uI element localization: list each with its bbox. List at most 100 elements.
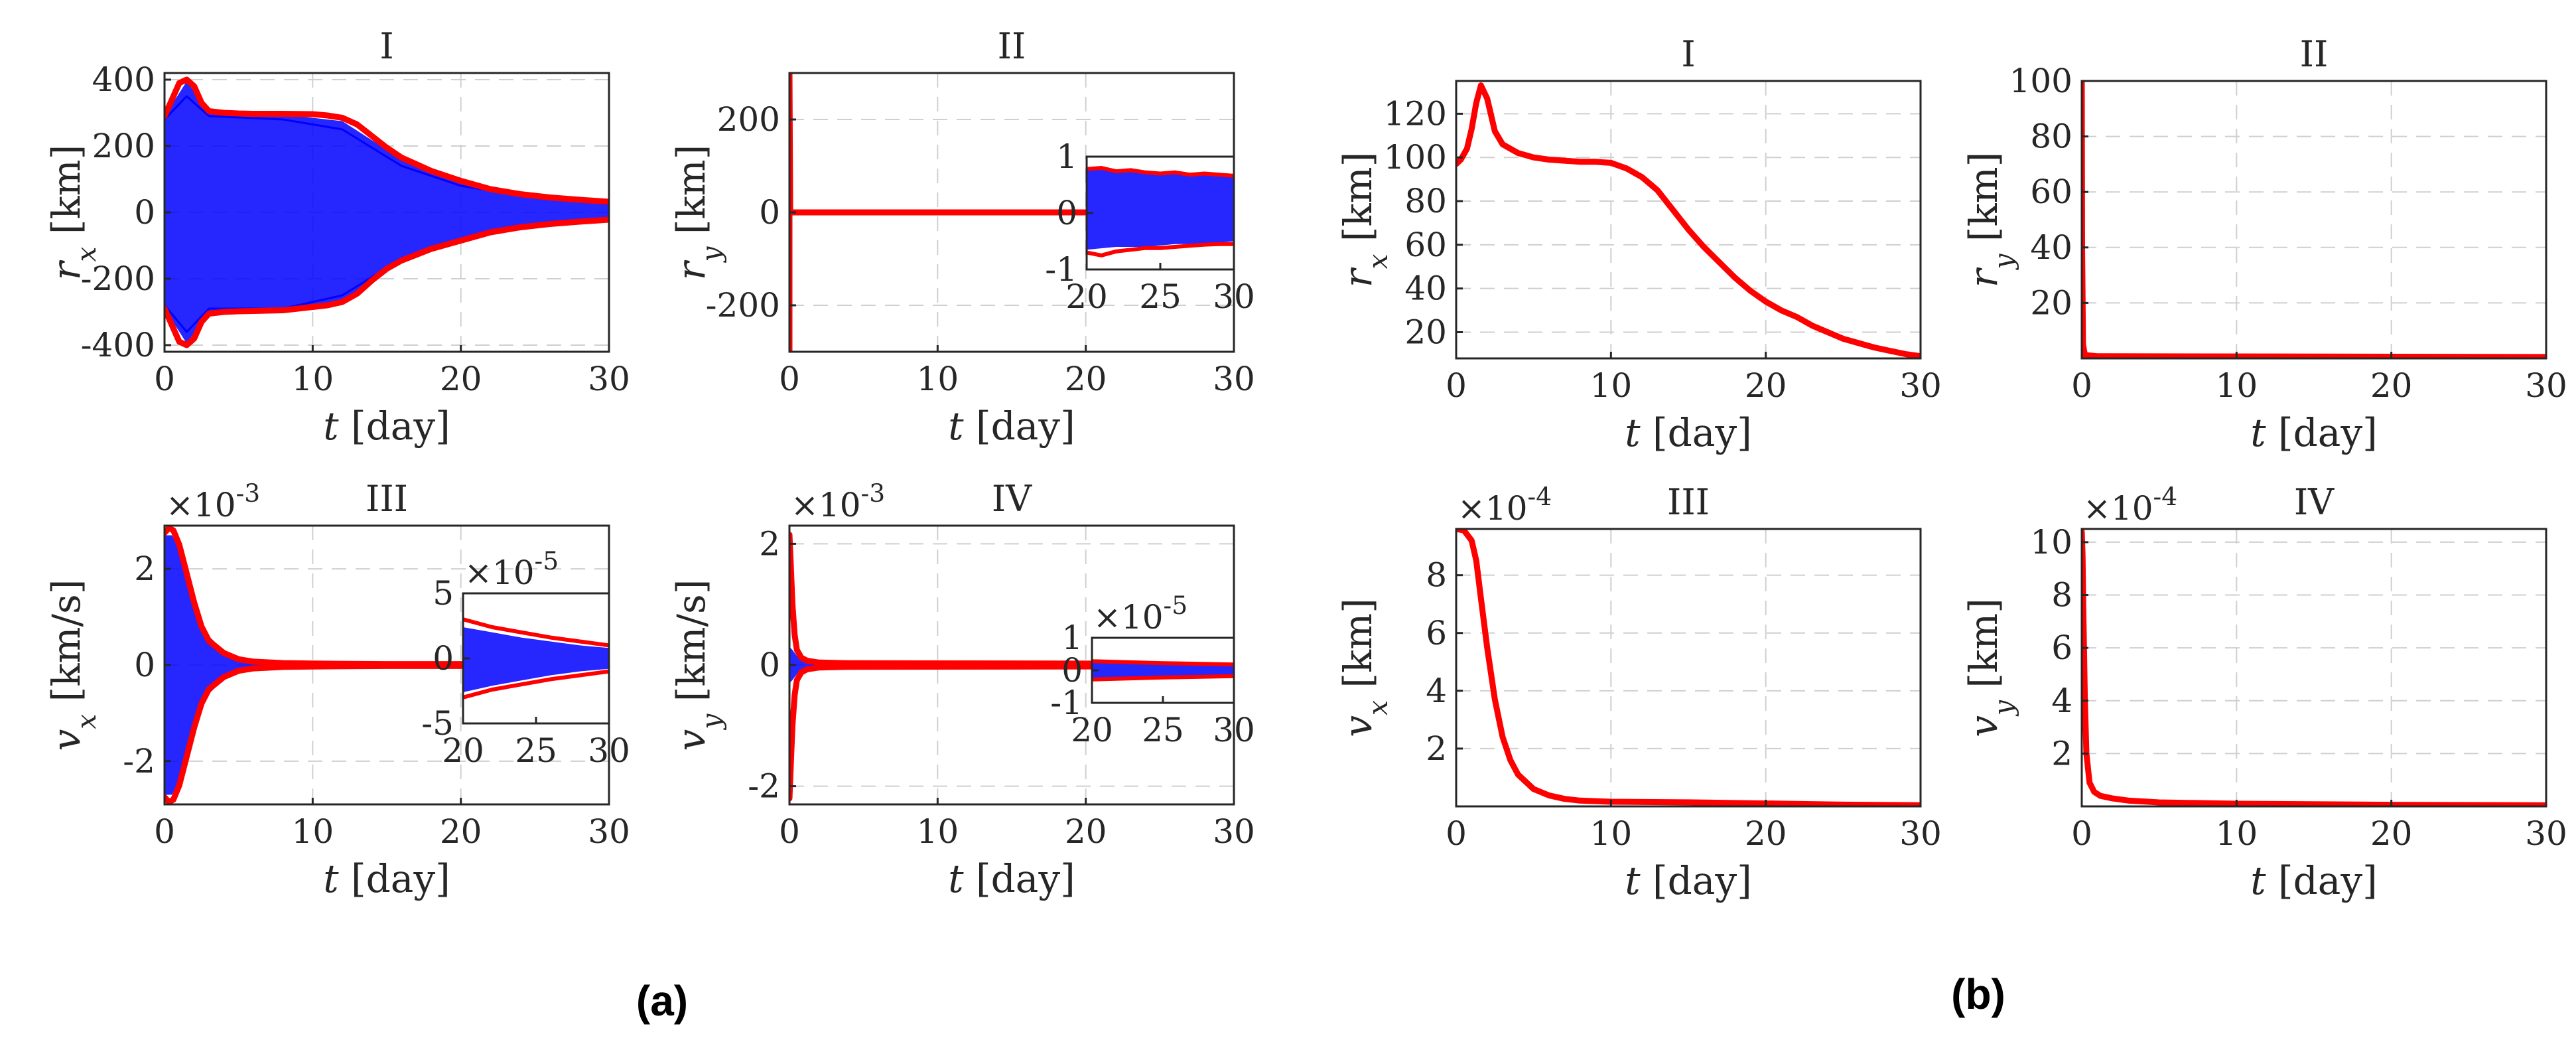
- chart-a-III: 0 10 20 30 -2 0 2 ×10-3 III t [day] vx [km/s] 20 25 3…: [44, 478, 630, 901]
- inset-y-tick-label: 0: [1061, 651, 1083, 690]
- y-tick-label: 2: [2051, 734, 2072, 773]
- chart-title: IV: [2294, 481, 2335, 523]
- y-tick-label: -200: [706, 286, 780, 325]
- inset-data-layer: [1092, 659, 1234, 682]
- y-tick-label: 40: [2030, 228, 2072, 267]
- chart-title: III: [366, 478, 408, 520]
- x-axis-label: t [day]: [948, 404, 1075, 449]
- y-tick-label: 100: [1384, 138, 1447, 177]
- y-tick-label: 0: [134, 646, 155, 684]
- inset-bound-line: [463, 669, 609, 700]
- x-tick-label: 20: [2370, 814, 2413, 853]
- x-axis-label: t [day]: [1625, 858, 1751, 903]
- data-layer: [789, 532, 1234, 802]
- x-tick-label: 0: [2071, 814, 2092, 853]
- x-tick-label: 30: [1213, 812, 1255, 851]
- y-tick-label: 200: [92, 127, 155, 165]
- x-tick-label: 30: [588, 360, 630, 398]
- chart-a-II: 0 10 20 30 -200 0 200 II t [day] ry [km] 20 25 30 -1 0…: [669, 25, 1255, 449]
- x-tick-label: 10: [292, 360, 334, 398]
- y-multiplier: ×10-4: [1457, 482, 1552, 528]
- chart-a-IV: 0 10 20 30-202×10-3 IVt [day]vy [km/s]20 25 30…: [669, 478, 1255, 901]
- inset-y-tick-label: 1: [1061, 619, 1083, 657]
- x-tick-label: 0: [779, 812, 800, 851]
- axes-frame: [2080, 528, 2547, 808]
- x-axis-label: t [day]: [323, 856, 450, 901]
- y-multiplier: ×10-3: [166, 479, 260, 524]
- x-tick-label: 10: [292, 812, 334, 851]
- y-tick-label: 10: [2030, 523, 2072, 561]
- plot-area: [2082, 529, 2546, 806]
- panel-label-a: (a): [636, 977, 688, 1025]
- bound-line: [789, 532, 1234, 667]
- y-tick-label: 100: [2009, 62, 2072, 100]
- inset-trajectory-band: [1092, 662, 1234, 679]
- plot-area: [1456, 81, 1921, 358]
- x-tick-label: 10: [917, 360, 959, 398]
- inset-trajectory-band: [1087, 168, 1234, 250]
- x-tick-label: 20: [1065, 360, 1107, 398]
- inset-y-tick-label: 0: [1056, 194, 1077, 232]
- y-axis-label: rx [km]: [44, 145, 102, 280]
- inset-trajectory-band: [463, 627, 609, 692]
- y-axis-label: vy [km/s]: [669, 579, 727, 751]
- inset-bound-line: [463, 617, 609, 648]
- x-tick-label: 30: [588, 812, 630, 851]
- y-tick-label: 60: [1404, 226, 1447, 264]
- bound-line: [1456, 529, 1921, 806]
- x-tick-label: 10: [2216, 366, 2258, 405]
- x-tick-label: 20: [2370, 366, 2413, 405]
- inset-data-layer: [1087, 166, 1234, 258]
- inset-x-tick-label: 20: [442, 731, 484, 770]
- x-axis-label: t [day]: [2250, 410, 2377, 455]
- y-tick-label: 20: [1404, 313, 1447, 352]
- y-axis-label: vy [km]: [1961, 598, 2019, 737]
- inset-y-tick-label: -1: [1050, 684, 1083, 722]
- y-tick-label: 6: [2051, 629, 2072, 667]
- y-tick-label: -200: [81, 260, 155, 298]
- chart-title: I: [1681, 33, 1695, 75]
- inset-x-tick-label: 25: [1142, 711, 1184, 749]
- x-axis-label: t [day]: [323, 404, 450, 449]
- x-tick-label: 10: [1590, 366, 1633, 405]
- y-tick-label: 2: [1426, 729, 1447, 768]
- y-tick-label: 8: [1426, 556, 1447, 595]
- y-tick-label: 2: [759, 524, 780, 563]
- x-tick-label: 30: [1899, 366, 1942, 405]
- y-tick-label: 0: [759, 193, 780, 232]
- inset-y-tick-label: -5: [421, 704, 454, 743]
- inset-x-tick-label: 25: [515, 731, 557, 770]
- x-tick-label: 30: [1213, 360, 1255, 398]
- y-axis-label: vx [km/s]: [44, 579, 102, 751]
- inset-data-layer: [463, 617, 609, 700]
- inset-y-multiplier: ×10-5: [1093, 591, 1187, 636]
- x-tick-label: 20: [440, 360, 482, 398]
- chart-title: I: [379, 25, 393, 67]
- inset-x-tick-label: 20: [1071, 711, 1113, 749]
- y-tick-label: 4: [1426, 672, 1447, 710]
- x-tick-label: 30: [1899, 814, 1942, 853]
- inset-x-tick-label: 25: [1139, 277, 1182, 316]
- x-tick-label: 20: [440, 812, 482, 851]
- chart-b-II: 0 10 20 30 20 40 60 80 100 II t [day] ry [km]: [1961, 33, 2567, 455]
- x-tick-label: 20: [1065, 812, 1107, 851]
- plot-area: [1456, 529, 1921, 806]
- y-tick-label: 400: [92, 60, 155, 99]
- inset-x-tick-label: 20: [1065, 277, 1108, 316]
- y-tick-label: 80: [1404, 182, 1447, 220]
- inset-bound-line: [1092, 674, 1234, 682]
- x-tick-label: 0: [2071, 366, 2092, 405]
- x-tick-label: 0: [1446, 814, 1467, 853]
- y-multiplier: ×10-3: [791, 479, 885, 524]
- x-axis-label: t [day]: [2250, 858, 2377, 903]
- chart-title: II: [998, 25, 1026, 67]
- y-tick-label: 20: [2030, 283, 2072, 322]
- chart-title: IV: [992, 478, 1032, 520]
- y-tick-label: 6: [1426, 614, 1447, 652]
- y-tick-label: 8: [2051, 576, 2072, 615]
- x-tick-label: 30: [2525, 814, 2567, 853]
- x-tick-label: 20: [1745, 814, 1787, 853]
- y-tick-label: 80: [2030, 117, 2072, 156]
- y-tick-label: 4: [2051, 682, 2072, 720]
